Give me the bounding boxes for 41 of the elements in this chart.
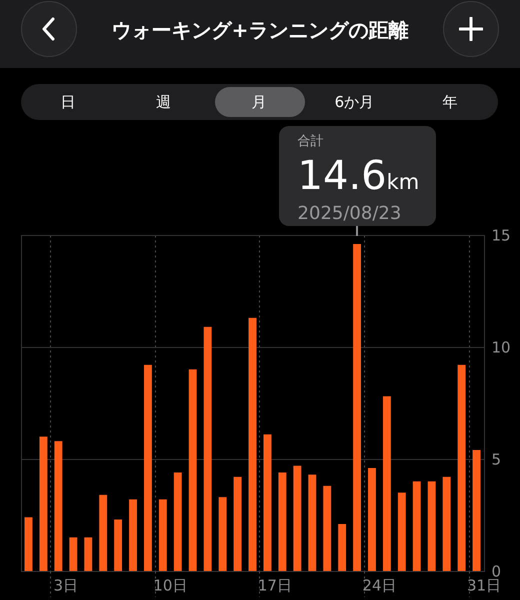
bar [69, 537, 78, 571]
x-tick-label: 17日 [258, 576, 292, 594]
x-tick-label: 3日 [54, 576, 78, 594]
bar [204, 326, 212, 571]
bar [442, 476, 451, 571]
value-callout: 合計 14.6km 2025/08/23 [278, 126, 436, 226]
bar [458, 364, 466, 571]
bar [39, 436, 48, 571]
bar [412, 481, 421, 571]
bar [368, 468, 376, 571]
bar [84, 537, 92, 571]
bar [263, 434, 272, 571]
bar [188, 369, 197, 571]
bar [472, 450, 480, 571]
bar [114, 519, 122, 571]
y-tick-label: 5 [492, 450, 502, 468]
bar [24, 517, 32, 571]
bar [398, 492, 406, 571]
bar [293, 466, 302, 571]
bar [338, 524, 346, 571]
bar [129, 499, 137, 571]
bar [174, 472, 182, 571]
bar [382, 396, 391, 571]
segmented-control: 日 週 月 6か月 年 [21, 84, 498, 120]
chart-title: ウォーキング+ランニングの距離 [110, 17, 410, 44]
bar [278, 472, 286, 571]
bar [218, 497, 227, 571]
x-tick-label: 10日 [153, 576, 188, 594]
x-tick-label: 24日 [362, 576, 396, 594]
bar [428, 481, 436, 571]
bar [323, 486, 332, 571]
bar [144, 364, 152, 571]
bar [99, 494, 108, 571]
bar [54, 441, 62, 571]
y-tick-label: 10 [492, 338, 511, 356]
bar [248, 318, 256, 571]
bar [353, 244, 362, 571]
bar [308, 474, 316, 571]
y-tick-label: 15 [492, 226, 511, 244]
bar [158, 499, 167, 571]
bar [234, 476, 242, 571]
